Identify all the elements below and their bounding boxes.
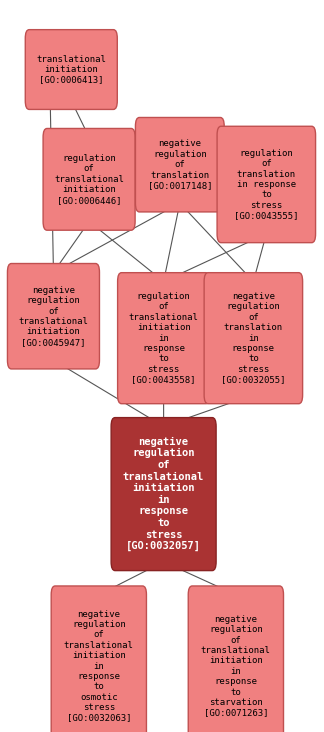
FancyBboxPatch shape: [217, 126, 316, 243]
FancyBboxPatch shape: [135, 117, 224, 212]
Text: negative
regulation
of
translational
initiation
in
response
to
stress
[GO:003205: negative regulation of translational ini…: [123, 437, 204, 551]
Text: regulation
of
translational
initiation
in
response
to
stress
[GO:0043558]: regulation of translational initiation i…: [129, 292, 199, 384]
Text: translational
initiation
[GO:0006413]: translational initiation [GO:0006413]: [36, 55, 106, 84]
Text: negative
regulation
of
translation
[GO:0017148]: negative regulation of translation [GO:0…: [147, 139, 212, 190]
Text: negative
regulation
of
translational
initiation
in
response
to
starvation
[GO:00: negative regulation of translational ini…: [201, 615, 271, 717]
Text: negative
regulation
of
translational
initiation
in
response
to
osmotic
stress
[G: negative regulation of translational ini…: [64, 610, 134, 722]
Text: regulation
of
translation
in response
to
stress
[GO:0043555]: regulation of translation in response to…: [234, 149, 299, 220]
FancyBboxPatch shape: [43, 129, 135, 230]
FancyBboxPatch shape: [204, 273, 303, 404]
FancyBboxPatch shape: [118, 273, 210, 404]
FancyBboxPatch shape: [188, 586, 284, 732]
Text: regulation
of
translational
initiation
[GO:0006446]: regulation of translational initiation […: [54, 154, 124, 205]
FancyBboxPatch shape: [51, 586, 146, 732]
FancyBboxPatch shape: [7, 264, 99, 369]
Text: negative
regulation
of
translation
in
response
to
stress
[GO:0032055]: negative regulation of translation in re…: [221, 292, 286, 384]
Text: negative
regulation
of
translational
initiation
[GO:0045947]: negative regulation of translational ini…: [18, 285, 88, 347]
FancyBboxPatch shape: [25, 29, 117, 109]
FancyBboxPatch shape: [111, 417, 216, 571]
